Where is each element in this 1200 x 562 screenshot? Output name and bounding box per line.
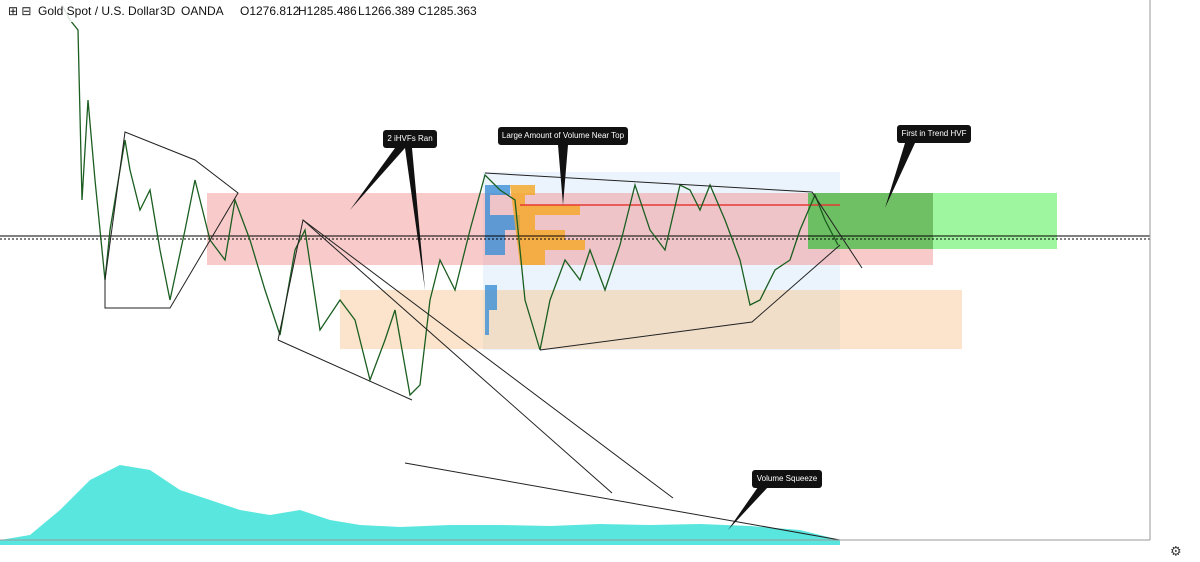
annotation: Volume Squeeze [757,474,818,483]
open: O1276.812 [240,4,300,18]
low: L1266.389 [358,4,415,18]
close: C1285.363 [418,4,477,18]
volume-area [0,465,840,545]
interval[interactable]: 3D [160,4,176,18]
annotation: First in Trend HVF [902,129,967,138]
annotation: 2 iHVFs Ran [387,134,432,143]
support-zone [340,290,962,349]
annotation: Large Amount of Volume Near Top [502,131,625,140]
target-zone-inner [808,193,933,249]
trendlines [104,131,863,541]
target-zone [808,193,1057,249]
symbol[interactable]: Gold Spot / U.S. Dollar [38,4,159,18]
high: H1285.486 [298,4,357,18]
source: OANDA [181,4,224,18]
settings-button[interactable]: ⚙ [1170,543,1182,558]
callouts: 2 iHVFs Ran Large Amount of Volume Near … [350,125,971,530]
menu-icon[interactable]: ⊞ ⊟ [8,4,31,18]
header-bg [0,2,470,22]
price-series [61,4,839,397]
price-axis-bg [1150,0,1200,562]
